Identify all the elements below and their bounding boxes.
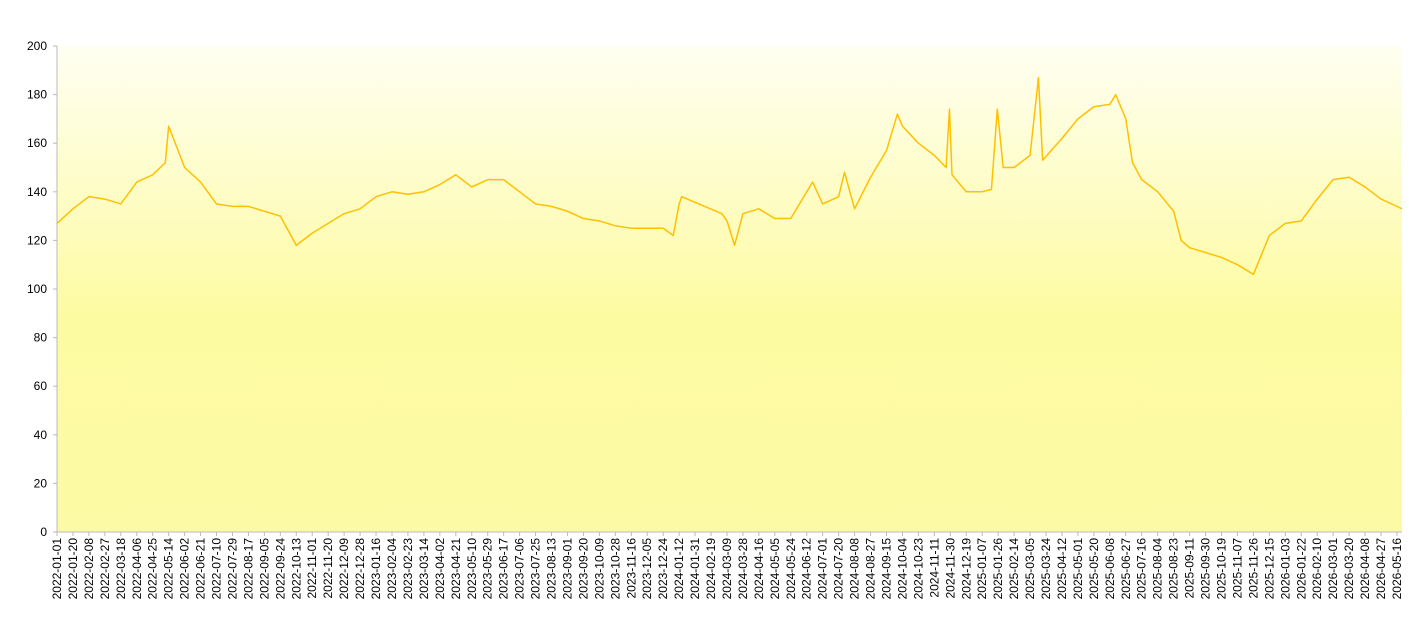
x-tick-label: 2022-02-27	[98, 538, 112, 600]
x-tick-label: 2024-04-16	[752, 538, 766, 600]
x-tick-label: 2023-07-25	[529, 538, 543, 600]
y-tick-label: 100	[27, 282, 47, 296]
y-tick-label: 140	[27, 185, 47, 199]
x-tick-label: 2022-12-09	[337, 538, 351, 600]
x-tick-label: 2022-04-06	[130, 538, 144, 600]
x-tick-label: 2023-11-16	[624, 538, 638, 599]
y-tick-label: 60	[34, 379, 48, 393]
x-tick-label: 2025-02-14	[1007, 538, 1021, 600]
plot-area	[57, 46, 1402, 532]
x-tick-label: 2024-11-11	[927, 538, 941, 598]
x-tick-label: 2023-07-06	[513, 538, 527, 600]
x-tick-label: 2025-04-12	[1055, 538, 1069, 600]
x-tick-label: 2023-10-09	[592, 538, 606, 600]
x-tick-label: 2025-11-26	[1246, 538, 1260, 599]
x-tick-label: 2022-04-25	[146, 538, 160, 600]
x-tick-label: 2025-03-24	[1039, 538, 1053, 600]
x-tick-label: 2026-02-10	[1310, 538, 1324, 600]
x-tick-label: 2024-10-04	[895, 538, 909, 600]
y-tick-label: 200	[27, 39, 47, 53]
x-tick-label: 2022-06-21	[194, 538, 208, 600]
x-tick-label: 2025-05-20	[1087, 538, 1101, 600]
x-tick-label: 2023-01-16	[369, 538, 383, 600]
x-tick-label: 2025-01-26	[991, 538, 1005, 600]
x-tick-label: 2023-10-28	[608, 538, 622, 600]
x-tick-label: 2022-01-01	[50, 538, 64, 600]
x-tick-label: 2023-04-02	[433, 538, 447, 600]
x-tick-label: 2022-09-05	[257, 538, 271, 600]
x-tick-label: 2024-06-12	[800, 538, 814, 600]
x-tick-label: 2023-06-17	[497, 538, 511, 600]
y-tick-label: 180	[27, 88, 47, 102]
x-tick-label: 2025-09-30	[1199, 538, 1213, 600]
x-tick-label: 2022-06-02	[178, 538, 192, 600]
x-tick-label: 2024-05-24	[784, 538, 798, 600]
x-tick-label: 2022-02-08	[82, 538, 96, 600]
x-tick-label: 2024-08-27	[864, 538, 878, 600]
x-tick-label: 2022-12-28	[353, 538, 367, 600]
x-tick-label: 2022-11-01	[305, 538, 319, 599]
x-tick-label: 2023-02-04	[385, 538, 399, 600]
x-tick-label: 2022-11-20	[321, 538, 335, 599]
x-tick-label: 2024-07-01	[816, 538, 830, 600]
x-tick-label: 2024-05-05	[768, 538, 782, 600]
x-tick-label: 2022-09-24	[273, 538, 287, 600]
x-tick-label: 2022-07-10	[210, 538, 224, 600]
x-tick-label: 2025-07-16	[1135, 538, 1149, 600]
x-tick-label: 2022-10-13	[289, 538, 303, 600]
x-tick-label: 2024-10-23	[911, 538, 925, 600]
y-tick-label: 0	[40, 525, 47, 539]
x-tick-label: 2024-07-20	[832, 538, 846, 600]
y-tick-label: 160	[27, 136, 47, 150]
x-tick-label: 2026-04-27	[1374, 538, 1388, 600]
x-tick-label: 2024-12-19	[959, 538, 973, 600]
x-tick-label: 2026-01-03	[1278, 538, 1292, 600]
y-tick-label: 40	[34, 428, 48, 442]
y-tick-label: 20	[34, 476, 48, 490]
x-tick-label: 2024-02-19	[704, 538, 718, 600]
x-tick-label: 2022-08-17	[241, 538, 255, 600]
x-tick-label: 2023-05-29	[481, 538, 495, 600]
x-tick-label: 2022-01-20	[66, 538, 80, 600]
x-tick-label: 2024-01-31	[688, 538, 702, 600]
x-tick-label: 2026-01-22	[1294, 538, 1308, 600]
x-tick-label: 2025-06-27	[1119, 538, 1133, 600]
x-tick-label: 2025-05-01	[1071, 538, 1085, 600]
x-tick-label: 2022-05-14	[162, 538, 176, 600]
x-tick-label: 2023-04-21	[449, 538, 463, 600]
x-tick-label: 2024-09-15	[880, 538, 894, 600]
x-tick-label: 2024-01-12	[672, 538, 686, 600]
x-tick-label: 2022-03-18	[114, 538, 128, 600]
x-tick-label: 2026-04-08	[1358, 538, 1372, 600]
y-tick-label: 80	[34, 331, 48, 345]
x-tick-label: 2025-01-07	[975, 538, 989, 600]
x-tick-label: 2023-12-24	[656, 538, 670, 600]
x-tick-label: 2025-06-08	[1103, 538, 1117, 600]
x-tick-label: 2025-09-11	[1183, 538, 1197, 599]
x-tick-label: 2023-05-10	[465, 538, 479, 600]
x-tick-label: 2024-03-28	[736, 538, 750, 600]
x-tick-label: 2024-08-08	[848, 538, 862, 600]
x-tick-label: 2025-12-15	[1262, 538, 1276, 600]
series-line	[56, 76, 1403, 276]
x-tick-label: 2025-08-23	[1167, 538, 1181, 600]
x-tick-label: 2026-05-16	[1390, 538, 1404, 600]
x-tick-label: 2023-08-13	[545, 538, 559, 600]
x-tick-label: 2025-08-04	[1151, 538, 1165, 600]
y-tick-label: 120	[27, 233, 47, 247]
x-tick-label: 2023-09-01	[560, 538, 574, 600]
x-tick-label: 2025-11-07	[1230, 538, 1244, 599]
x-tick-label: 2023-03-14	[417, 538, 431, 600]
x-tick-label: 2023-02-23	[401, 538, 415, 600]
x-tick-label: 2026-03-20	[1342, 538, 1356, 600]
x-tick-label: 2022-07-29	[225, 538, 239, 600]
x-tick-label: 2023-09-20	[576, 538, 590, 600]
x-tick-label: 2023-12-05	[640, 538, 654, 600]
x-tick-label: 2025-10-19	[1214, 538, 1228, 600]
x-tick-label: 2026-03-01	[1326, 538, 1340, 600]
x-tick-label: 2025-03-05	[1023, 538, 1037, 600]
x-tick-label: 2024-11-30	[943, 538, 957, 599]
x-tick-label: 2024-03-09	[720, 538, 734, 600]
